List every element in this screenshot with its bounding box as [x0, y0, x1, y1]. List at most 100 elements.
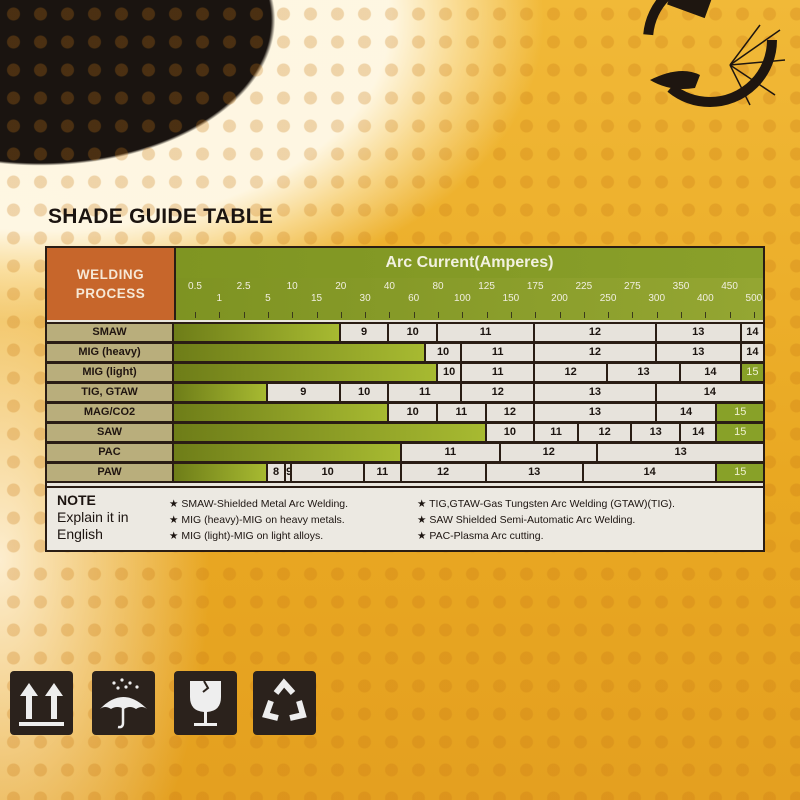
shade-cell: 14 [654, 384, 763, 401]
notes-section: NOTE Explain it in English ★ SMAW-Shield… [47, 486, 763, 550]
process-label: SMAW [47, 324, 174, 341]
below-range-bar [174, 444, 400, 461]
shade-cell: 9 [284, 464, 292, 481]
below-range-bar [174, 344, 424, 361]
shade-cell: 10 [436, 364, 461, 381]
shade-cell: 12 [499, 444, 597, 461]
tick-mark [510, 312, 512, 318]
process-label: MIG (heavy) [47, 344, 174, 361]
shade-cell: 11 [363, 464, 400, 481]
note-item: ★ MIG (heavy)-MIG on heavy metals. [169, 514, 345, 526]
note-item: ★ MIG (light)-MIG on light alloys. [169, 530, 324, 542]
tick-label: 40 [383, 281, 395, 292]
shade-cell: 10 [423, 344, 461, 361]
tick-label: 2.5 [236, 281, 251, 292]
note-heading-block: NOTE Explain it in English [57, 492, 129, 543]
keep-dry-icon [92, 671, 155, 735]
shade-cell: 11 [436, 404, 485, 421]
tick-mark [365, 312, 367, 318]
note-item: ★ PAC-Plasma Arc cutting. [417, 530, 544, 542]
table-row: MAG/CO2 10 11 12 13 14 15 [47, 402, 763, 423]
fragile-icon [174, 671, 237, 735]
tick-label: 350 [672, 281, 690, 292]
tick-mark [389, 312, 391, 318]
shade-cell: 11 [436, 324, 534, 341]
tick-label: 225 [575, 281, 593, 292]
tick-mark [559, 312, 561, 318]
tick-label: 30 [359, 293, 371, 304]
shade-cell: 11 [460, 344, 534, 361]
shade-cell: 10 [290, 464, 364, 481]
tick-label: 500 [745, 293, 763, 304]
note-item: ★ SAW Shielded Semi-Automatic Arc Weldin… [417, 514, 636, 526]
shade-cell: 13 [606, 364, 679, 381]
note-text: PAC-Plasma Arc cutting. [429, 530, 544, 542]
shade-cell: 14 [739, 324, 763, 341]
tick-label: 400 [696, 293, 714, 304]
tick-label: 1 [216, 293, 223, 304]
below-range-bar [174, 384, 266, 401]
tick-label: 150 [502, 293, 520, 304]
shade-guide-table: WELDING PROCESS Arc Current(Amperes) 0.5… [45, 246, 765, 552]
tick-mark [243, 312, 245, 318]
process-label: TIG, GTAW [47, 384, 174, 401]
table-row: SAW 10 11 12 13 14 15 [47, 422, 763, 443]
shade-cell: 11 [399, 444, 500, 461]
shade-cell: 15 [715, 424, 763, 441]
tick-label: 10 [286, 281, 298, 292]
shade-cell: 15 [739, 364, 763, 381]
note-heading: NOTE [57, 492, 96, 508]
note-column-2: ★ TIG,GTAW-Gas Tungsten Arc Welding (GTA… [417, 496, 675, 544]
tick-label: 15 [310, 293, 323, 304]
tick-label: 5 [265, 293, 271, 304]
shade-cell: 10 [338, 384, 388, 401]
tick-mark [705, 312, 707, 318]
shade-cell: 10 [387, 404, 436, 421]
table-row: MIG (heavy) 10 11 12 13 14 [47, 342, 763, 363]
tick-mark [656, 312, 658, 318]
tick-label: 0.5 [188, 281, 202, 292]
note-text: MIG (heavy)-MIG on heavy metals. [181, 514, 345, 526]
process-label: MIG (light) [47, 364, 174, 381]
shade-cell: 10 [387, 324, 436, 341]
page-title: SHADE GUIDE TABLE [48, 205, 274, 228]
note-sub: Explain it in [57, 509, 129, 525]
tick-mark [486, 312, 488, 318]
note-text: SAW Shielded Semi-Automatic Arc Welding. [429, 514, 636, 526]
tick-mark [292, 312, 294, 318]
tick-mark [219, 312, 221, 318]
table-row: PAW 8 9 10 11 12 13 14 15 [47, 462, 763, 483]
shade-cell: 13 [533, 384, 655, 401]
this-way-up-icon [10, 671, 73, 735]
tick-mark [632, 312, 634, 318]
note-item: ★ SMAW-Shielded Metal Arc Welding. [169, 498, 349, 510]
shade-cell: 9 [265, 384, 339, 401]
tick-label: 80 [432, 281, 444, 292]
note-sub: English [57, 526, 103, 542]
header-line: PROCESS [75, 286, 146, 301]
shade-cell: 12 [533, 364, 607, 381]
arc-current-header: Arc Current(Amperes) [174, 248, 763, 278]
tick-mark [413, 312, 415, 318]
tick-mark [316, 312, 318, 318]
recycle-icon [253, 671, 316, 735]
tick-label: 275 [624, 281, 641, 292]
below-range-bar [174, 404, 388, 421]
shade-cell: 13 [533, 404, 655, 421]
tick-mark [438, 312, 439, 318]
note-text: TIG,GTAW-Gas Tungsten Arc Welding (GTAW)… [429, 498, 675, 510]
shade-cell: 12 [460, 384, 534, 401]
table-row: SMAW 9 10 11 12 13 14 [47, 322, 763, 343]
tick-mark [462, 312, 464, 318]
note-item: ★ TIG,GTAW-Gas Tungsten Arc Welding (GTA… [417, 498, 675, 510]
tick-label: 60 [408, 293, 420, 304]
shade-cell: 12 [399, 464, 485, 481]
below-range-bar [174, 464, 266, 481]
shade-cell: 12 [533, 324, 655, 341]
tick-label: 20 [335, 281, 347, 292]
welder-logo-icon [643, 0, 786, 107]
shade-cell: 13 [654, 324, 740, 341]
shade-cell: 12 [533, 344, 655, 361]
tick-label: 200 [551, 293, 568, 304]
below-range-bar [174, 364, 436, 381]
